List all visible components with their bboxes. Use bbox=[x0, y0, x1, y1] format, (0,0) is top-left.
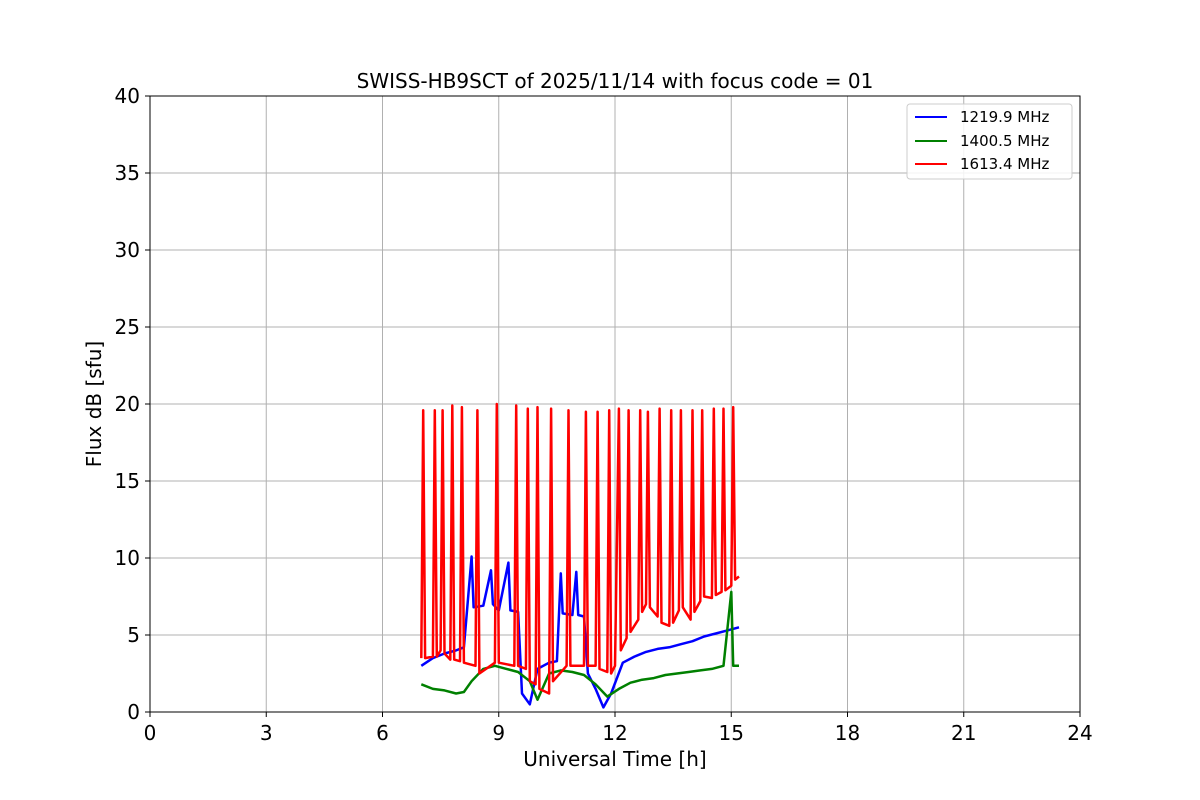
x-tick-label: 15 bbox=[719, 721, 744, 745]
y-tick-label: 15 bbox=[115, 469, 140, 493]
legend-label-1613: 1613.4 MHz bbox=[960, 155, 1049, 173]
legend-label-1400: 1400.5 MHz bbox=[960, 132, 1049, 150]
chart-title: SWISS-HB9SCT of 2025/11/14 with focus co… bbox=[357, 69, 874, 93]
y-tick-label: 0 bbox=[127, 700, 140, 724]
x-tick-label: 3 bbox=[260, 721, 273, 745]
y-tick-label: 25 bbox=[115, 315, 140, 339]
series-line-1400-5-mhz bbox=[420, 590, 739, 701]
y-tick-label: 20 bbox=[115, 392, 140, 416]
x-tick-label: 12 bbox=[602, 721, 627, 745]
y-tick-label: 10 bbox=[115, 546, 140, 570]
legend-box bbox=[906, 103, 1073, 180]
x-tick-label: 0 bbox=[144, 721, 157, 745]
axis-ticks: 0 3 6 9 12 15 18 21 24 0 5 10 15 20 25 30 35 40 bbox=[115, 84, 1093, 745]
y-tick-label: 35 bbox=[115, 161, 140, 185]
legend-label-1219: 1219.9 MHz bbox=[960, 108, 1049, 126]
y-axis-label: Flux dB [sfu] bbox=[82, 341, 106, 467]
x-tick-label: 18 bbox=[835, 721, 860, 745]
legend: 1219.9 MHz 1400.5 MHz 1613.4 MHz bbox=[906, 103, 1073, 180]
series-line-1613-4-mhz bbox=[420, 402, 740, 695]
x-tick-label: 24 bbox=[1067, 721, 1092, 745]
x-tick-label: 21 bbox=[951, 721, 976, 745]
y-tick-label: 30 bbox=[115, 238, 140, 262]
y-tick-label: 40 bbox=[115, 84, 140, 108]
x-tick-label: 9 bbox=[492, 721, 505, 745]
y-tick-label: 5 bbox=[127, 623, 140, 647]
series-layer bbox=[420, 402, 740, 709]
x-axis-label: Universal Time [h] bbox=[523, 747, 706, 771]
x-tick-label: 6 bbox=[376, 721, 389, 745]
